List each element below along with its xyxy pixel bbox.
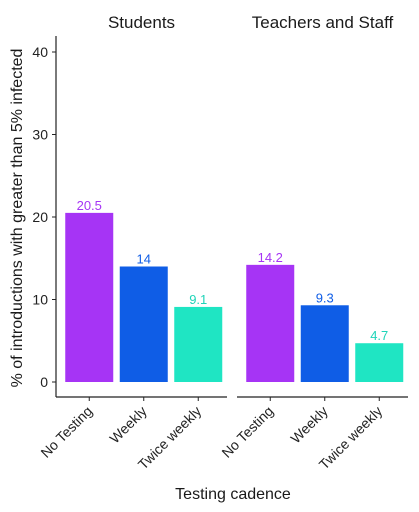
bar-value-label: 4.7 bbox=[370, 328, 388, 343]
facet-title: Teachers and Staff bbox=[252, 13, 394, 32]
x-axis-title: Testing cadence bbox=[175, 486, 291, 503]
facet-panels: Students 0 10 20 30 40 20.5 No Testing 14 Weekly 9… bbox=[32, 13, 408, 472]
bar bbox=[174, 306, 223, 382]
bar bbox=[65, 212, 114, 382]
facet-panel: Students 0 10 20 30 40 20.5 No Testing 14 Weekly 9… bbox=[32, 13, 227, 472]
facet-panel: Teachers and Staff 14.2 No Testing 9.3 Weekl… bbox=[218, 13, 408, 472]
bar-value-label: 14.2 bbox=[258, 250, 283, 265]
x-tick-label: No Testing bbox=[37, 403, 95, 461]
bar-value-label: 9.1 bbox=[189, 292, 207, 307]
bar bbox=[300, 305, 349, 382]
bar bbox=[355, 343, 404, 382]
bar bbox=[246, 264, 295, 382]
y-tick-label: 40 bbox=[32, 44, 48, 60]
y-tick-label: 10 bbox=[32, 292, 48, 308]
x-tick-label: No Testing bbox=[218, 403, 276, 461]
y-tick-label: 20 bbox=[32, 209, 48, 225]
y-axis-title: % of introductions with greater than 5% … bbox=[9, 49, 26, 388]
bar-value-label: 14 bbox=[137, 252, 151, 267]
facet-title: Students bbox=[108, 13, 175, 32]
bar-value-label: 9.3 bbox=[316, 290, 334, 305]
bar bbox=[119, 266, 168, 382]
y-tick-label: 0 bbox=[40, 374, 48, 390]
x-tick-label: Weekly bbox=[287, 403, 331, 447]
bar-value-label: 20.5 bbox=[77, 198, 102, 213]
y-tick-label: 30 bbox=[32, 127, 48, 143]
x-tick-label: Weekly bbox=[106, 403, 150, 447]
